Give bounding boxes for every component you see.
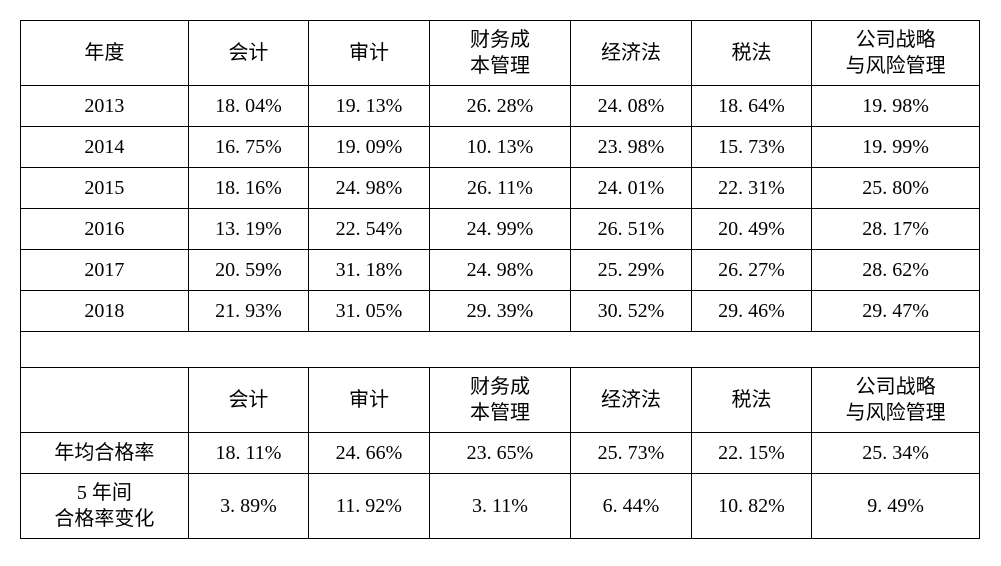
cell: 2015 — [21, 168, 189, 209]
cell: 26. 11% — [429, 168, 570, 209]
header-cell: 经济法 — [571, 368, 692, 433]
cell: 3. 89% — [188, 474, 309, 539]
cell: 19. 99% — [812, 127, 980, 168]
cell: 30. 52% — [571, 291, 692, 332]
cell: 2014 — [21, 127, 189, 168]
cell: 23. 65% — [429, 433, 570, 474]
cell: 31. 05% — [309, 291, 430, 332]
header-cell: 公司战略与风险管理 — [812, 21, 980, 86]
table-row: 2013 18. 04% 19. 13% 26. 28% 24. 08% 18.… — [21, 86, 980, 127]
spacer-row — [21, 332, 980, 368]
cell: 21. 93% — [188, 291, 309, 332]
table-row: 2018 21. 93% 31. 05% 29. 39% 30. 52% 29.… — [21, 291, 980, 332]
cell: 20. 59% — [188, 250, 309, 291]
header-cell: 财务成本管理 — [429, 368, 570, 433]
cell: 20. 49% — [691, 209, 812, 250]
cell: 24. 66% — [309, 433, 430, 474]
cell: 22. 31% — [691, 168, 812, 209]
cell: 2013 — [21, 86, 189, 127]
cell: 24. 01% — [571, 168, 692, 209]
cell: 19. 98% — [812, 86, 980, 127]
cell: 18. 64% — [691, 86, 812, 127]
cell: 15. 73% — [691, 127, 812, 168]
cell: 26. 28% — [429, 86, 570, 127]
cell: 22. 54% — [309, 209, 430, 250]
header-row-1: 年度 会计 审计 财务成本管理 经济法 税法 公司战略与风险管理 — [21, 21, 980, 86]
cell: 28. 17% — [812, 209, 980, 250]
data-table: 年度 会计 审计 财务成本管理 经济法 税法 公司战略与风险管理 2013 18… — [20, 20, 980, 539]
header-cell: 公司战略与风险管理 — [812, 368, 980, 433]
cell: 29. 39% — [429, 291, 570, 332]
spacer-cell — [21, 332, 980, 368]
cell: 16. 75% — [188, 127, 309, 168]
cell: 29. 47% — [812, 291, 980, 332]
header-cell: 经济法 — [571, 21, 692, 86]
cell: 24. 99% — [429, 209, 570, 250]
cell: 24. 98% — [429, 250, 570, 291]
cell: 18. 16% — [188, 168, 309, 209]
header-cell: 税法 — [691, 21, 812, 86]
cell: 25. 73% — [571, 433, 692, 474]
summary-row: 年均合格率 18. 11% 24. 66% 23. 65% 25. 73% 22… — [21, 433, 980, 474]
cell: 10. 13% — [429, 127, 570, 168]
table-row: 2017 20. 59% 31. 18% 24. 98% 25. 29% 26.… — [21, 250, 980, 291]
cell: 13. 19% — [188, 209, 309, 250]
cell: 5 年间合格率变化 — [21, 474, 189, 539]
cell: 10. 82% — [691, 474, 812, 539]
cell: 22. 15% — [691, 433, 812, 474]
header-cell: 审计 — [309, 368, 430, 433]
header-cell: 年度 — [21, 21, 189, 86]
cell: 25. 34% — [812, 433, 980, 474]
cell: 25. 80% — [812, 168, 980, 209]
cell: 24. 08% — [571, 86, 692, 127]
cell: 29. 46% — [691, 291, 812, 332]
cell: 25. 29% — [571, 250, 692, 291]
cell: 3. 11% — [429, 474, 570, 539]
header-cell: 会计 — [188, 368, 309, 433]
cell: 11. 92% — [309, 474, 430, 539]
cell: 24. 98% — [309, 168, 430, 209]
cell: 23. 98% — [571, 127, 692, 168]
summary-row: 5 年间合格率变化 3. 89% 11. 92% 3. 11% 6. 44% 1… — [21, 474, 980, 539]
header-cell — [21, 368, 189, 433]
cell: 19. 13% — [309, 86, 430, 127]
cell: 9. 49% — [812, 474, 980, 539]
table-row: 2014 16. 75% 19. 09% 10. 13% 23. 98% 15.… — [21, 127, 980, 168]
cell: 19. 09% — [309, 127, 430, 168]
table-row: 2015 18. 16% 24. 98% 26. 11% 24. 01% 22.… — [21, 168, 980, 209]
header-row-2: 会计 审计 财务成本管理 经济法 税法 公司战略与风险管理 — [21, 368, 980, 433]
cell: 6. 44% — [571, 474, 692, 539]
cell: 26. 27% — [691, 250, 812, 291]
cell: 2017 — [21, 250, 189, 291]
cell: 18. 04% — [188, 86, 309, 127]
table-row: 2016 13. 19% 22. 54% 24. 99% 26. 51% 20.… — [21, 209, 980, 250]
header-cell: 税法 — [691, 368, 812, 433]
header-cell: 财务成本管理 — [429, 21, 570, 86]
cell: 2016 — [21, 209, 189, 250]
table-body: 年度 会计 审计 财务成本管理 经济法 税法 公司战略与风险管理 2013 18… — [21, 21, 980, 539]
cell: 18. 11% — [188, 433, 309, 474]
cell: 26. 51% — [571, 209, 692, 250]
header-cell: 审计 — [309, 21, 430, 86]
cell: 28. 62% — [812, 250, 980, 291]
cell: 31. 18% — [309, 250, 430, 291]
header-cell: 会计 — [188, 21, 309, 86]
cell: 2018 — [21, 291, 189, 332]
cell: 年均合格率 — [21, 433, 189, 474]
